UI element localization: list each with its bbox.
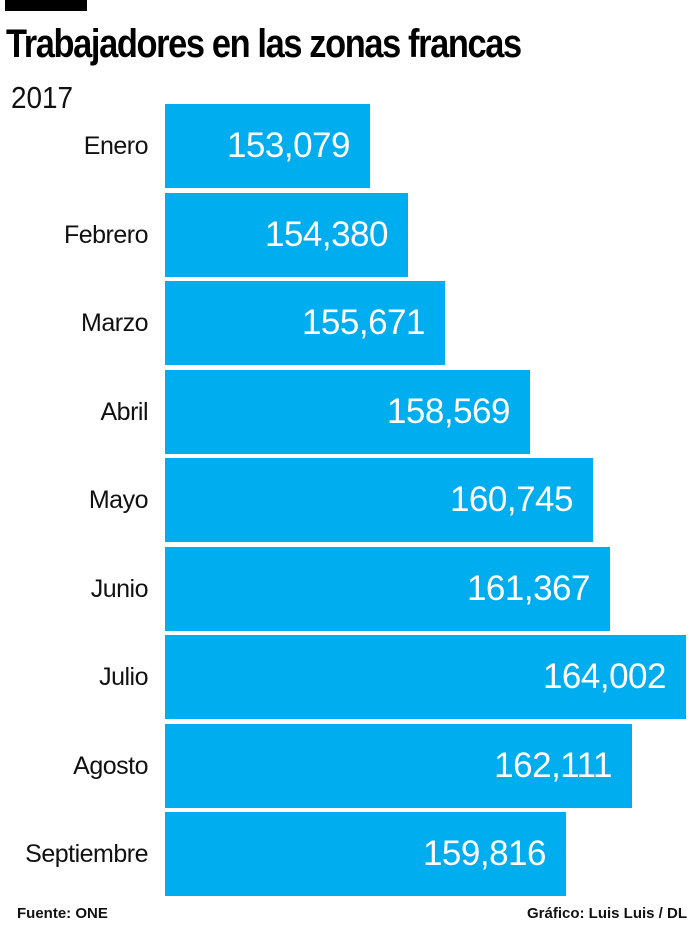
value-label: 159,816 xyxy=(422,834,547,873)
value-label: 158,569 xyxy=(386,391,511,431)
bar: 158,569 xyxy=(165,369,530,454)
bar: 155,671 xyxy=(165,281,445,365)
value-label: 160,745 xyxy=(449,480,574,519)
bar-row-julio: Julio 164,002 xyxy=(0,635,693,719)
bar: 164,002 xyxy=(165,635,686,719)
value-label: 164,002 xyxy=(542,657,667,696)
category-label: Julio xyxy=(99,663,148,691)
category-label: Febrero xyxy=(63,220,149,249)
value-label: 153,079 xyxy=(226,126,351,165)
value-label: 155,671 xyxy=(301,303,426,342)
bar-row-marzo: Marzo 155,671 xyxy=(0,281,693,365)
bar-row-septiembre: Septiembre 159,816 xyxy=(0,812,693,896)
bar-row-agosto: Agosto 162,111 xyxy=(0,723,693,808)
bar-row-junio: Junio 161,367 xyxy=(0,546,693,631)
category-label: Enero xyxy=(83,132,149,160)
bar: 159,816 xyxy=(165,812,566,896)
value-label: 162,111 xyxy=(494,745,612,785)
category-label: Mayo xyxy=(88,486,149,514)
value-label: 154,380 xyxy=(264,214,389,254)
bar-row-abril: Abril 158,569 xyxy=(0,369,693,454)
source-note: Fuente: ONE xyxy=(17,905,108,922)
bar: 161,367 xyxy=(165,546,610,631)
bar-row-mayo: Mayo 160,745 xyxy=(0,458,693,542)
accent-bar xyxy=(5,0,87,11)
bar: 153,079 xyxy=(165,104,370,188)
bar-row-enero: Enero 153,079 xyxy=(0,104,693,188)
bar: 160,745 xyxy=(165,458,593,542)
category-label: Abril xyxy=(100,397,148,426)
category-label: Marzo xyxy=(81,309,148,337)
category-label: Septiembre xyxy=(25,840,148,868)
value-label: 161,367 xyxy=(466,568,591,608)
category-label: Junio xyxy=(90,574,149,603)
chart-subtitle: 2017 xyxy=(11,80,74,115)
credit-note: Gráfico: Luis Luis / DL xyxy=(526,905,687,922)
bar-row-febrero: Febrero 154,380 xyxy=(0,192,693,277)
bar: 162,111 xyxy=(165,723,632,808)
category-label: Agosto xyxy=(73,751,148,780)
bar: 154,380 xyxy=(165,192,408,277)
chart-title: Trabajadores en las zonas francas xyxy=(6,22,522,66)
